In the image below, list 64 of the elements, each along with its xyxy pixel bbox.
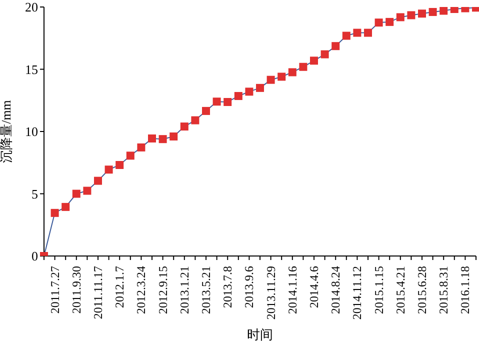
x-tick-label: 2015.6.28 xyxy=(415,266,429,314)
x-tick-label: 2014.8.24 xyxy=(328,266,343,314)
point xyxy=(224,98,232,106)
point xyxy=(94,176,102,185)
x-tick-label: 2014.1.16 xyxy=(285,266,300,314)
point xyxy=(407,11,416,20)
point xyxy=(332,42,340,50)
point xyxy=(180,122,188,131)
point xyxy=(234,92,242,100)
x-tick-label: 2012.9.15 xyxy=(156,266,170,314)
point xyxy=(83,186,92,195)
point xyxy=(148,134,156,142)
x-axis-title: 时间 xyxy=(247,327,273,341)
x-tick-label: 2012.3.24 xyxy=(134,266,148,314)
x-tick-label: 2011.11.17 xyxy=(91,266,105,320)
x-tick-label: 2013.11.29 xyxy=(264,266,278,320)
y-tick-label: 0 xyxy=(32,248,38,264)
point xyxy=(320,50,329,58)
x-tick-label: 2014.4.6 xyxy=(307,266,321,308)
x-tick-label: 2015.4.21 xyxy=(393,266,408,314)
point xyxy=(266,76,275,84)
point xyxy=(137,143,146,152)
point xyxy=(299,62,308,71)
point xyxy=(374,18,383,27)
point xyxy=(104,166,113,174)
point xyxy=(342,32,350,40)
x-tick-label: 2016.1.18 xyxy=(458,266,472,314)
point xyxy=(50,208,59,217)
point xyxy=(191,116,200,124)
point xyxy=(310,56,318,65)
point xyxy=(428,8,437,16)
y-tick-label: 10 xyxy=(25,124,38,140)
y-tick-label: 5 xyxy=(32,186,38,202)
x-tick-label: 2015.1.15 xyxy=(372,266,386,314)
point xyxy=(256,84,264,92)
y-axis-title: 沉降量/mm xyxy=(0,100,14,163)
point xyxy=(202,106,210,115)
x-tick-label: 2013.5.21 xyxy=(199,266,213,314)
point xyxy=(126,152,134,160)
y-tick-label: 15 xyxy=(25,62,38,77)
x-tick-label: 2014.11.12 xyxy=(350,266,364,320)
point xyxy=(440,7,448,15)
point xyxy=(418,10,426,18)
y-tick-label: 20 xyxy=(25,0,38,15)
x-tick-label: 2012.1.7 xyxy=(112,266,127,308)
x-tick-label: 2013.7.8 xyxy=(220,266,235,308)
point xyxy=(72,190,80,198)
x-tick-label: 2011.9.30 xyxy=(69,266,84,314)
point xyxy=(170,132,178,140)
point xyxy=(245,88,254,96)
x-tick-label: 2013.1.21 xyxy=(177,266,192,314)
x-tick-label: 2015.8.31 xyxy=(436,266,451,314)
point xyxy=(62,202,70,211)
point xyxy=(288,68,296,76)
point xyxy=(364,28,372,37)
point xyxy=(396,13,404,22)
point xyxy=(386,18,394,26)
point xyxy=(158,135,167,144)
point xyxy=(212,98,221,106)
x-tick-label: 2011.7.27 xyxy=(48,266,62,314)
x-tick-label: 2013.9.6 xyxy=(242,266,256,308)
point xyxy=(116,160,124,169)
point xyxy=(353,28,362,37)
point xyxy=(278,72,286,81)
